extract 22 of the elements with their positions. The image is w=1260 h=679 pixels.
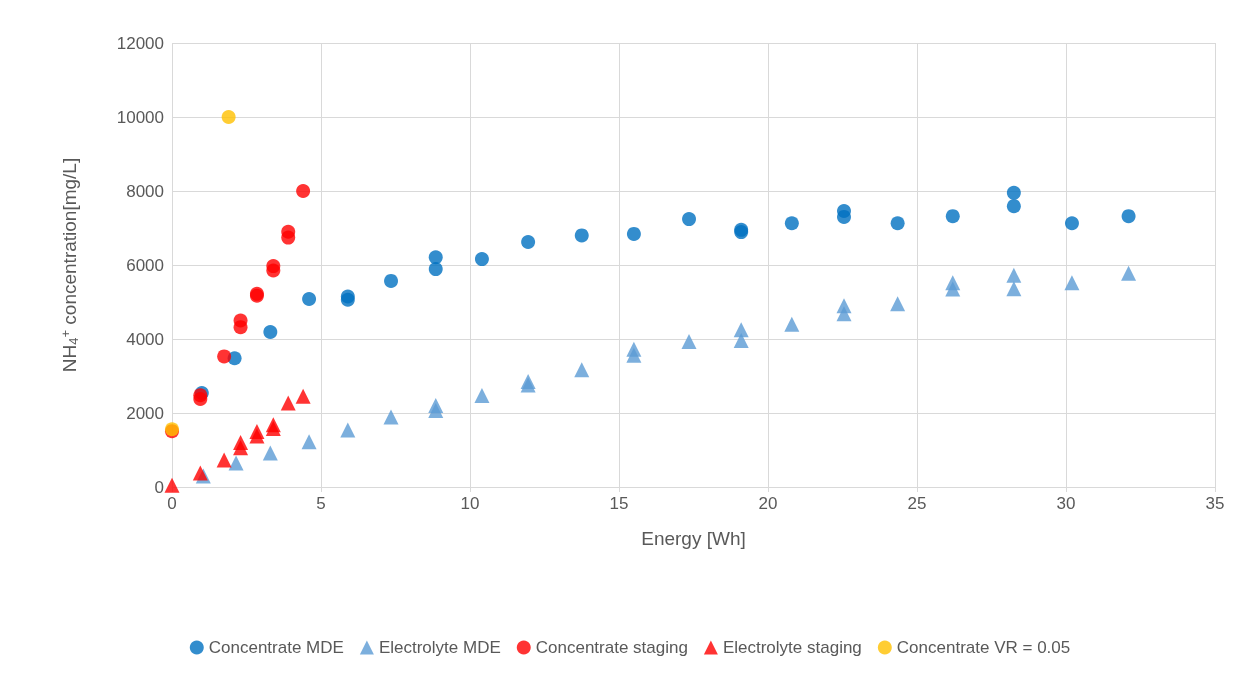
y-tick-label: 10000 [116,107,164,127]
x-axis-title: Energy [Wh] [641,528,746,549]
y-tick-label: 4000 [126,329,164,349]
y-tick-label: 8000 [126,181,164,201]
y-tick-label: 12000 [116,33,164,53]
x-tick-label: 30 [1056,494,1076,513]
y-tick-label: 0 [154,477,164,497]
x-tick-label: 0 [167,494,177,513]
x-tick-label: 20 [758,494,778,513]
x-tick-label: 10 [460,494,480,513]
legend-label: Electrolyte staging [722,638,862,657]
x-tick-label: 35 [1205,494,1225,513]
x-tick-label: 5 [316,494,326,513]
y-axis-title: NH4+ concentration[mg/L] [58,157,81,373]
x-tick-label: 15 [609,494,629,513]
x-tick-label: 25 [907,494,927,513]
y-tick-label: 6000 [126,255,164,275]
legend-label: Electrolyte MDE [378,638,501,657]
y-tick-label: 2000 [126,403,164,423]
legend-label: Concentrate staging [535,638,688,657]
legend-label: Concentrate VR = 0.05 [896,638,1071,657]
legend-label: Concentrate MDE [208,638,344,657]
